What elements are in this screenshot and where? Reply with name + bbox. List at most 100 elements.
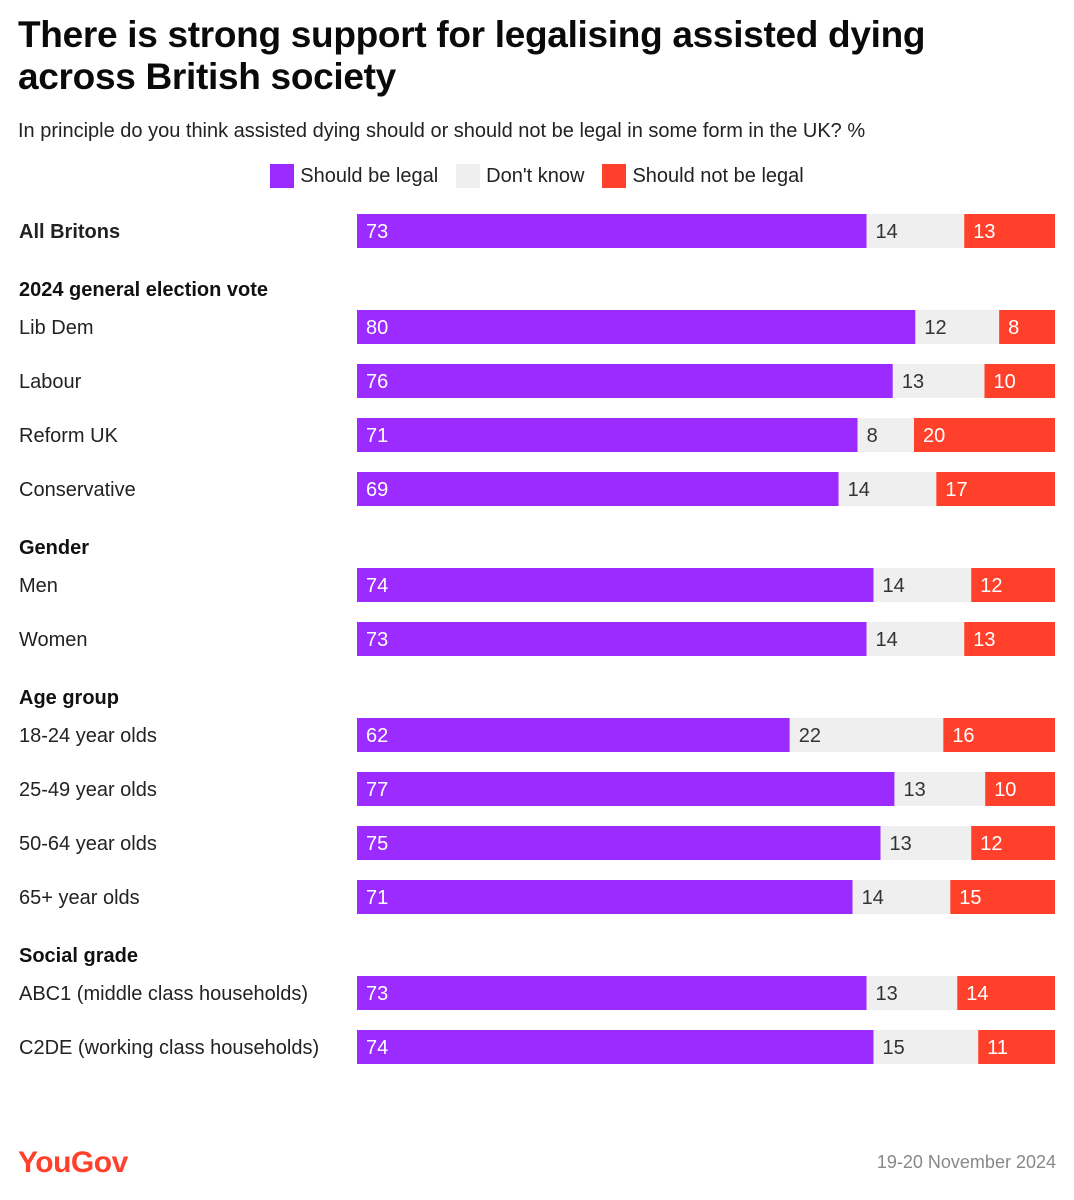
row-label-25-49-year-olds: 25-49 year olds xyxy=(19,779,157,801)
row-label-men: Men xyxy=(19,575,58,597)
bar-row-all-britons: All Britons 73 14 13 xyxy=(19,214,1055,248)
bar-segment-25-49-year-olds-should-be-legal xyxy=(357,772,895,806)
bar-segment-18-24-year-olds-don-t-know xyxy=(789,718,944,752)
data-label-50-64-year-olds-don-t-know: 13 xyxy=(890,833,912,855)
data-label-labour-should-be-legal: 76 xyxy=(366,371,388,393)
bar-segment-all-britons-should-not-be-legal xyxy=(964,214,1055,248)
data-label-c2de-working-class-households-don-t-know: 15 xyxy=(883,1037,905,1059)
bar-segment-lib-dem-should-be-legal xyxy=(357,310,916,344)
bar-segment-labour-don-t-know xyxy=(892,364,985,398)
row-label-c2de-working-class-households: C2DE (working class households) xyxy=(19,1037,319,1059)
data-label-labour-don-t-know: 13 xyxy=(902,371,924,393)
bar-row-abc1-middle-class-households: ABC1 (middle class households) 73 13 14 xyxy=(19,976,1055,1010)
data-label-all-britons-don-t-know: 14 xyxy=(876,221,898,243)
bar-segment-65-year-olds-don-t-know xyxy=(852,880,951,914)
group-heading-social-grade: Social grade xyxy=(19,945,138,967)
legend-item-should-not-be-legal: Should not be legal xyxy=(602,164,804,188)
bar-segment-abc1-middle-class-households-should-not-be-legal xyxy=(957,976,1055,1010)
row-label-50-64-year-olds: 50-64 year olds xyxy=(19,833,157,855)
data-label-50-64-year-olds-should-be-legal: 75 xyxy=(366,833,388,855)
bar-row-lib-dem: Lib Dem 80 12 8 xyxy=(19,310,1055,344)
bar-segment-reform-uk-should-not-be-legal xyxy=(913,418,1055,452)
bar-segment-lib-dem-should-not-be-legal xyxy=(999,310,1055,344)
bar-segment-women-should-be-legal xyxy=(357,622,867,656)
bar-segment-men-should-be-legal xyxy=(357,568,874,602)
bar-segment-18-24-year-olds-should-be-legal xyxy=(357,718,790,752)
fieldwork-date: 19-20 November 2024 xyxy=(876,1152,1056,1172)
data-label-conservative-don-t-know: 14 xyxy=(848,479,870,501)
data-label-25-49-year-olds-don-t-know: 13 xyxy=(903,779,925,801)
bar-row-labour: Labour 76 13 10 xyxy=(19,364,1055,398)
legend-label-should-be-legal: Should be legal xyxy=(300,164,439,187)
bar-segment-c2de-working-class-households-should-be-legal xyxy=(357,1030,874,1064)
bar-segment-50-64-year-olds-don-t-know xyxy=(880,826,972,860)
bar-segment-65-year-olds-should-be-legal xyxy=(357,880,853,914)
bar-segment-all-britons-don-t-know xyxy=(866,214,965,248)
data-label-all-britons-should-be-legal: 73 xyxy=(366,221,388,243)
legend-item-should-be-legal: Should be legal xyxy=(270,164,438,188)
bar-segment-c2de-working-class-households-should-not-be-legal xyxy=(978,1030,1055,1064)
bar-segment-abc1-middle-class-households-don-t-know xyxy=(866,976,958,1010)
row-label-65-year-olds: 65+ year olds xyxy=(19,887,140,909)
legend-label-should-not-be-legal: Should not be legal xyxy=(632,164,804,187)
data-label-men-should-not-be-legal: 12 xyxy=(980,575,1002,597)
data-label-50-64-year-olds-should-not-be-legal: 12 xyxy=(980,833,1002,855)
data-label-65-year-olds-should-be-legal: 71 xyxy=(366,887,388,909)
bar-segment-men-don-t-know xyxy=(873,568,972,602)
bar-row-women: Women 73 14 13 xyxy=(19,622,1055,656)
bar-segment-18-24-year-olds-should-not-be-legal xyxy=(943,718,1055,752)
data-label-men-should-be-legal: 74 xyxy=(366,575,388,597)
stacked-bar-chart: All Britons 73 14 13 2024 general election v… xyxy=(19,214,1055,1064)
bar-segment-abc1-middle-class-households-should-be-legal xyxy=(357,976,867,1010)
data-label-18-24-year-olds-don-t-know: 22 xyxy=(799,725,821,747)
bar-segment-reform-uk-should-be-legal xyxy=(357,418,858,452)
data-label-reform-uk-should-be-legal: 71 xyxy=(366,425,388,447)
bar-segment-25-49-year-olds-don-t-know xyxy=(894,772,986,806)
row-label-conservative: Conservative xyxy=(19,479,136,501)
bar-segment-labour-should-be-legal xyxy=(357,364,893,398)
data-label-c2de-working-class-households-should-not-be-legal: 11 xyxy=(987,1037,1008,1059)
data-label-women-don-t-know: 14 xyxy=(876,629,898,651)
legend-label-dont-know: Don't know xyxy=(486,164,585,187)
data-label-conservative-should-not-be-legal: 17 xyxy=(945,479,967,501)
bar-segment-conservative-should-not-be-legal xyxy=(936,472,1055,506)
data-label-labour-should-not-be-legal: 10 xyxy=(993,371,1015,393)
bar-segment-c2de-working-class-households-don-t-know xyxy=(873,1030,979,1064)
data-label-men-don-t-know: 14 xyxy=(883,575,905,597)
data-label-reform-uk-should-not-be-legal: 20 xyxy=(923,425,945,447)
data-label-conservative-should-be-legal: 69 xyxy=(366,479,388,501)
data-label-lib-dem-should-not-be-legal: 8 xyxy=(1008,317,1019,339)
row-label-reform-uk: Reform UK xyxy=(19,425,119,447)
bar-row-conservative: Conservative 69 14 17 xyxy=(19,472,1055,506)
bar-row-men: Men 74 14 12 xyxy=(19,568,1055,602)
yougov-logo: YouGov xyxy=(18,1146,128,1179)
bar-row-50-64-year-olds: 50-64 year olds 75 13 12 xyxy=(19,826,1055,860)
bar-segment-reform-uk-don-t-know xyxy=(857,418,914,452)
legend: Should be legal Don't know Should not be… xyxy=(0,164,1074,188)
group-heading-gender: Gender xyxy=(19,537,89,559)
bar-segment-65-year-olds-should-not-be-legal xyxy=(950,880,1055,914)
data-label-abc1-middle-class-households-should-not-be-legal: 14 xyxy=(966,983,988,1005)
row-label-all-britons: All Britons xyxy=(19,221,120,243)
bar-segment-women-don-t-know xyxy=(866,622,965,656)
bar-segment-50-64-year-olds-should-be-legal xyxy=(357,826,881,860)
bar-row-c2de-working-class-households: C2DE (working class households) 74 15 11 xyxy=(19,1030,1055,1064)
legend-swatch-dont-know xyxy=(456,164,481,188)
row-label-women: Women xyxy=(19,629,88,651)
bar-segment-conservative-should-be-legal xyxy=(357,472,839,506)
row-label-lib-dem: Lib Dem xyxy=(19,317,93,339)
data-label-18-24-year-olds-should-be-legal: 62 xyxy=(366,725,388,747)
bar-segment-all-britons-should-be-legal xyxy=(357,214,867,248)
bar-segment-lib-dem-don-t-know xyxy=(915,310,1000,344)
bar-segment-labour-should-not-be-legal xyxy=(984,364,1055,398)
bar-row-65-year-olds: 65+ year olds 71 14 15 xyxy=(19,880,1055,914)
data-label-lib-dem-don-t-know: 12 xyxy=(924,317,946,339)
group-heading-2024-general-election-vote: 2024 general election vote xyxy=(19,279,268,301)
data-label-women-should-not-be-legal: 13 xyxy=(973,629,995,651)
data-label-abc1-middle-class-households-should-be-legal: 73 xyxy=(366,983,388,1005)
bar-row-18-24-year-olds: 18-24 year olds 62 22 16 xyxy=(19,718,1055,752)
row-label-labour: Labour xyxy=(19,371,82,393)
legend-item-dont-know: Don't know xyxy=(456,164,584,188)
data-label-25-49-year-olds-should-not-be-legal: 10 xyxy=(994,779,1016,801)
data-label-all-britons-should-not-be-legal: 13 xyxy=(973,221,995,243)
